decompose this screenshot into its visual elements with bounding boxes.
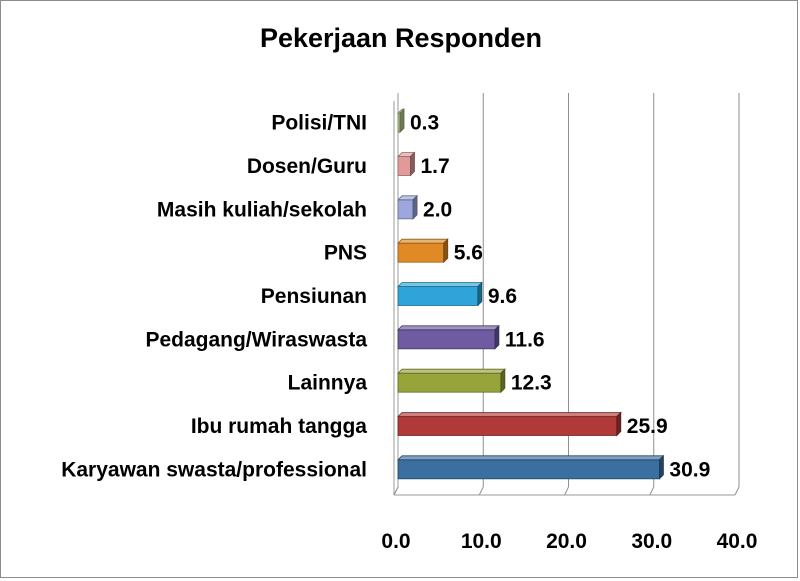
bar-front xyxy=(397,372,502,393)
bar-front xyxy=(397,329,496,350)
value-label: 9.6 xyxy=(488,285,517,308)
category-label: Karyawan swasta/professional xyxy=(61,458,367,481)
category-label: Ibu rumah tangga xyxy=(191,415,367,438)
category-label: Polisi/TNI xyxy=(271,112,367,135)
bar xyxy=(397,368,506,394)
bar-top xyxy=(397,455,665,461)
category-label: Pedagang/Wiraswasta xyxy=(145,328,367,351)
bar-front xyxy=(397,242,445,263)
bar-front xyxy=(397,199,414,220)
value-labels: 30.925.9 12.3 11.6 9.65.62.0 1.7 0.3 xyxy=(410,112,710,482)
bar xyxy=(397,454,665,480)
bar-side xyxy=(494,324,500,350)
bar-top xyxy=(397,282,483,287)
bar-side xyxy=(412,194,418,220)
category-label: Dosen/Guru xyxy=(247,155,367,178)
value-label: 12.3 xyxy=(511,372,552,395)
bar-side xyxy=(477,281,483,307)
x-axis-ticks: 0.0 10.0 20.0 30.0 40.0 xyxy=(381,530,757,553)
bar xyxy=(397,238,449,264)
bar xyxy=(397,411,622,437)
bar-top xyxy=(397,412,622,417)
bar-top xyxy=(397,238,449,244)
gridline-floor xyxy=(478,486,484,496)
bar-side xyxy=(616,411,622,437)
x-tick-label: 0.0 xyxy=(381,530,410,553)
bar-front xyxy=(397,459,660,480)
bar-side xyxy=(399,108,405,134)
category-label: PNS xyxy=(324,242,367,265)
bar xyxy=(397,281,483,307)
category-label: Lainnya xyxy=(288,372,368,395)
bar-front xyxy=(397,416,618,436)
category-labels: Karyawan swasta/professional Ibu rumah ta… xyxy=(61,112,367,482)
bar-front xyxy=(397,286,479,306)
x-tick-label: 40.0 xyxy=(717,530,758,553)
bar-side xyxy=(500,368,506,394)
category-label: Masih kuliah/sekolah xyxy=(157,198,367,221)
value-label: 5.6 xyxy=(454,242,483,265)
x-tick-label: 10.0 xyxy=(461,530,502,553)
value-label: 2.0 xyxy=(423,198,452,221)
value-label: 11.6 xyxy=(505,328,545,351)
value-label: 0.3 xyxy=(410,112,439,135)
bars-group xyxy=(397,108,665,480)
gridline-floor xyxy=(649,486,655,496)
bar-side xyxy=(659,454,664,480)
gridline-floor xyxy=(393,486,399,496)
bar xyxy=(397,194,419,220)
bar-top xyxy=(397,325,500,331)
bar xyxy=(397,151,416,177)
bar xyxy=(397,324,500,350)
gridline-floor xyxy=(734,486,740,496)
bar-side xyxy=(410,151,415,177)
gridline-floor xyxy=(564,486,569,496)
bar-side xyxy=(443,238,449,264)
value-label: 1.7 xyxy=(420,155,449,178)
category-label: Pensiunan xyxy=(261,285,367,308)
x-tick-label: 20.0 xyxy=(546,530,587,553)
x-tick-label: 30.0 xyxy=(631,530,672,553)
value-label: 30.9 xyxy=(669,458,710,481)
bar-top xyxy=(397,368,506,374)
chart-title: Pekerjaan Responden xyxy=(260,23,542,53)
bar xyxy=(397,108,405,134)
value-label: 25.9 xyxy=(627,415,668,438)
bar-front xyxy=(397,156,411,176)
